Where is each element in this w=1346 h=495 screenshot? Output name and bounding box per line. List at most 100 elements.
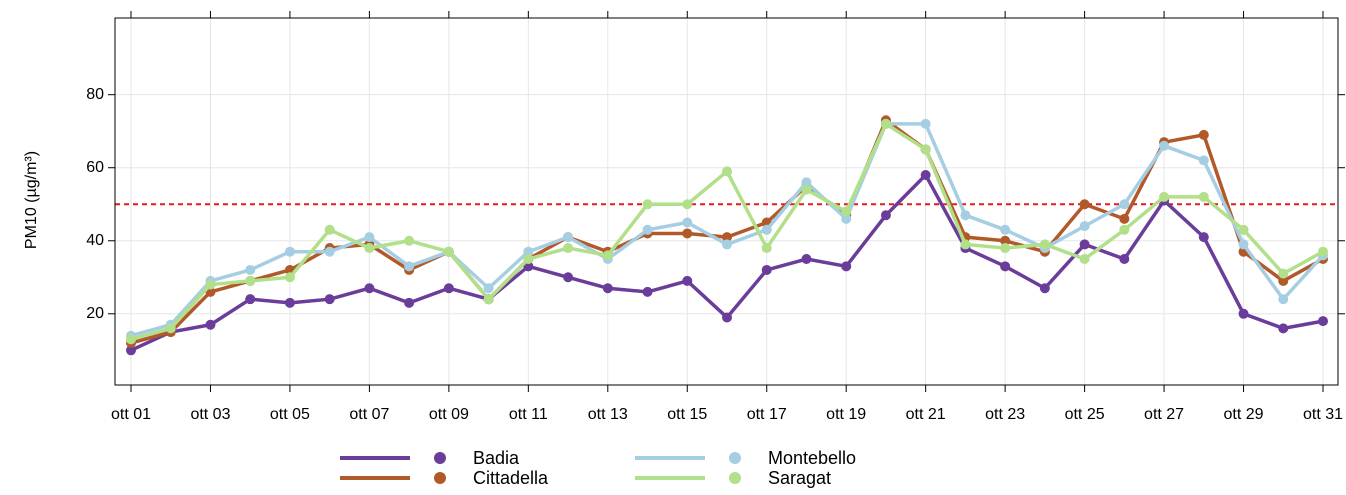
data-point: [1159, 140, 1170, 151]
data-point: [642, 199, 653, 210]
data-point: [165, 323, 176, 334]
x-tick-label: ott 19: [826, 406, 866, 423]
data-point: [1119, 213, 1130, 224]
data-point: [960, 239, 971, 250]
data-point: [841, 261, 852, 272]
data-point: [722, 166, 732, 177]
data-point: [443, 283, 454, 294]
data-point: [284, 246, 295, 257]
data-point: [682, 228, 693, 239]
data-point: [602, 283, 613, 294]
data-point: [563, 243, 574, 254]
data-point: [642, 224, 653, 235]
data-point: [483, 294, 494, 305]
data-point: [1198, 232, 1209, 243]
x-tick-label: ott 09: [429, 406, 469, 423]
legend-marker: [434, 452, 446, 464]
x-tick-label: ott 13: [588, 406, 628, 423]
data-point: [801, 177, 812, 188]
data-point: [205, 279, 216, 290]
data-point: [523, 254, 534, 265]
data-point: [960, 210, 971, 221]
y-tick-label: 80: [86, 86, 104, 103]
data-point: [1278, 275, 1289, 286]
data-point: [1318, 316, 1328, 327]
data-point: [1278, 294, 1289, 305]
x-tick-label: ott 07: [349, 406, 389, 423]
legend-label: Saragat: [768, 468, 831, 488]
data-point: [1000, 261, 1011, 272]
data-point: [920, 170, 931, 181]
legend-label: Badia: [473, 448, 520, 468]
data-point: [324, 294, 335, 305]
data-point: [1000, 243, 1011, 254]
data-point: [1119, 254, 1130, 265]
data-point: [1079, 221, 1090, 232]
data-point: [1039, 239, 1050, 250]
data-point: [1119, 224, 1130, 235]
data-point: [284, 297, 295, 308]
x-tick-label: ott 27: [1144, 406, 1184, 423]
data-point: [1039, 283, 1050, 294]
x-tick-label: ott 25: [1065, 406, 1105, 423]
legend-marker: [729, 452, 741, 464]
data-point: [801, 184, 812, 195]
y-tick-label: 40: [86, 232, 104, 249]
y-tick-label: 20: [86, 305, 104, 322]
data-point: [245, 275, 256, 286]
data-point: [801, 254, 812, 265]
x-tick-label: ott 15: [667, 406, 707, 423]
x-tick-label: ott 23: [985, 406, 1025, 423]
legend-label: Cittadella: [473, 468, 549, 488]
data-point: [364, 243, 375, 254]
x-tick-label: ott 05: [270, 406, 310, 423]
data-point: [761, 264, 772, 275]
data-point: [364, 232, 375, 243]
data-point: [722, 239, 732, 250]
data-point: [523, 246, 534, 257]
data-point: [1198, 191, 1209, 202]
data-point: [245, 264, 256, 275]
data-point: [880, 210, 891, 221]
data-point: [920, 144, 931, 155]
y-tick-label: 60: [86, 159, 104, 176]
x-tick-label: ott 11: [509, 406, 548, 423]
series-line: [130, 173, 1324, 352]
x-tick-label: ott 31: [1303, 406, 1343, 423]
data-point: [324, 246, 335, 257]
data-point: [324, 224, 335, 235]
data-point: [404, 297, 415, 308]
data-point: [563, 272, 574, 283]
data-point: [761, 224, 772, 235]
data-point: [1278, 323, 1289, 334]
data-point: [602, 250, 613, 261]
data-point: [761, 243, 772, 254]
data-point: [1000, 235, 1011, 246]
data-point: [1198, 155, 1209, 166]
data-point: [443, 246, 454, 257]
data-point: [722, 232, 732, 243]
data-point: [1079, 199, 1090, 210]
data-point: [404, 235, 415, 246]
data-point: [1000, 224, 1011, 235]
data-point: [841, 206, 852, 217]
data-point: [404, 261, 415, 272]
data-point: [126, 334, 136, 345]
data-point: [1079, 254, 1090, 265]
data-point: [1079, 239, 1090, 250]
legend-marker: [729, 472, 741, 484]
data-point: [205, 319, 216, 330]
data-point: [245, 294, 256, 305]
x-tick-label: ott 03: [190, 406, 230, 423]
data-point: [1238, 224, 1249, 235]
data-point: [682, 199, 693, 210]
data-point: [1238, 308, 1249, 319]
legend-marker: [434, 472, 446, 484]
x-tick-label: ott 21: [906, 406, 946, 423]
data-point: [920, 118, 931, 129]
data-point: [1278, 268, 1289, 279]
data-point: [722, 312, 732, 323]
data-point: [682, 275, 693, 286]
data-point: [126, 345, 136, 356]
